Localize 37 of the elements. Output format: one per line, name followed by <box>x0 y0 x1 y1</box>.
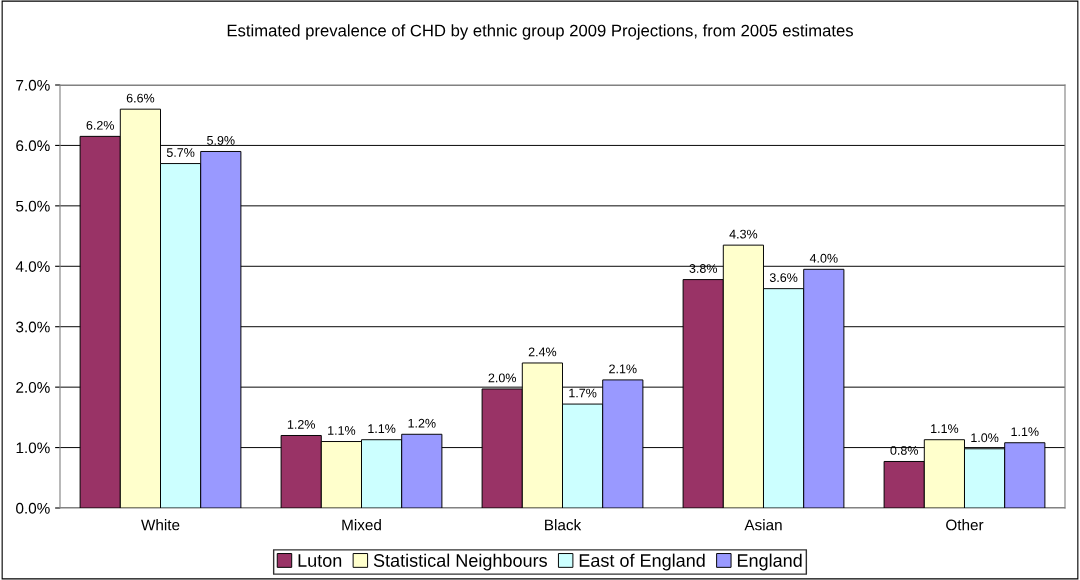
data-label: 6.2% <box>86 120 114 130</box>
data-label: 2.1% <box>609 364 637 374</box>
x-tick-label: Mixed <box>342 519 381 531</box>
data-label: 5.7% <box>166 148 195 157</box>
data-label: 1.7% <box>569 388 597 398</box>
data-label: 5.9% <box>207 135 235 145</box>
legend-label: Luton <box>298 554 342 567</box>
data-label: 1.2% <box>408 418 436 428</box>
y-tick-label: 1.0% <box>16 442 50 454</box>
y-tick-label: 0.0% <box>16 502 50 514</box>
data-label: 2.4% <box>528 347 557 357</box>
x-tick-label: Asian <box>744 519 782 531</box>
data-label: 1.2% <box>287 420 315 429</box>
data-label: 1.1% <box>368 424 396 434</box>
y-tick-label: 6.0% <box>16 140 50 152</box>
x-tick-label: Black <box>545 519 582 531</box>
y-tick-label: 4.0% <box>15 261 50 272</box>
x-tick-label: Other <box>946 519 984 531</box>
data-label: 0.8% <box>890 445 918 455</box>
legend-label: England <box>737 553 802 571</box>
x-tick-label: White <box>141 519 180 531</box>
y-tick-label: 7.0% <box>16 79 50 91</box>
y-tick-label: 2.0% <box>16 382 50 393</box>
data-label: 1.0% <box>971 433 999 443</box>
data-label: 4.0% <box>809 253 838 263</box>
data-label: 1.1% <box>328 426 356 435</box>
y-tick-label: 3.0% <box>16 321 50 333</box>
legend-label: East of England <box>579 553 705 571</box>
chart-title: Estimated prevalence of CHD by ethnic group 2009 Projections, from 2005 estimates <box>227 24 853 40</box>
legend-label: Statistical Neighbours <box>373 553 547 571</box>
data-label: 2.0% <box>488 373 516 383</box>
data-label: 6.6% <box>126 93 155 103</box>
data-label: 1.1% <box>931 424 959 434</box>
data-label: 3.6% <box>769 273 798 283</box>
data-label: 4.3% <box>729 229 758 239</box>
y-tick-label: 5.0% <box>16 200 50 212</box>
data-label: 1.1% <box>1011 427 1039 437</box>
